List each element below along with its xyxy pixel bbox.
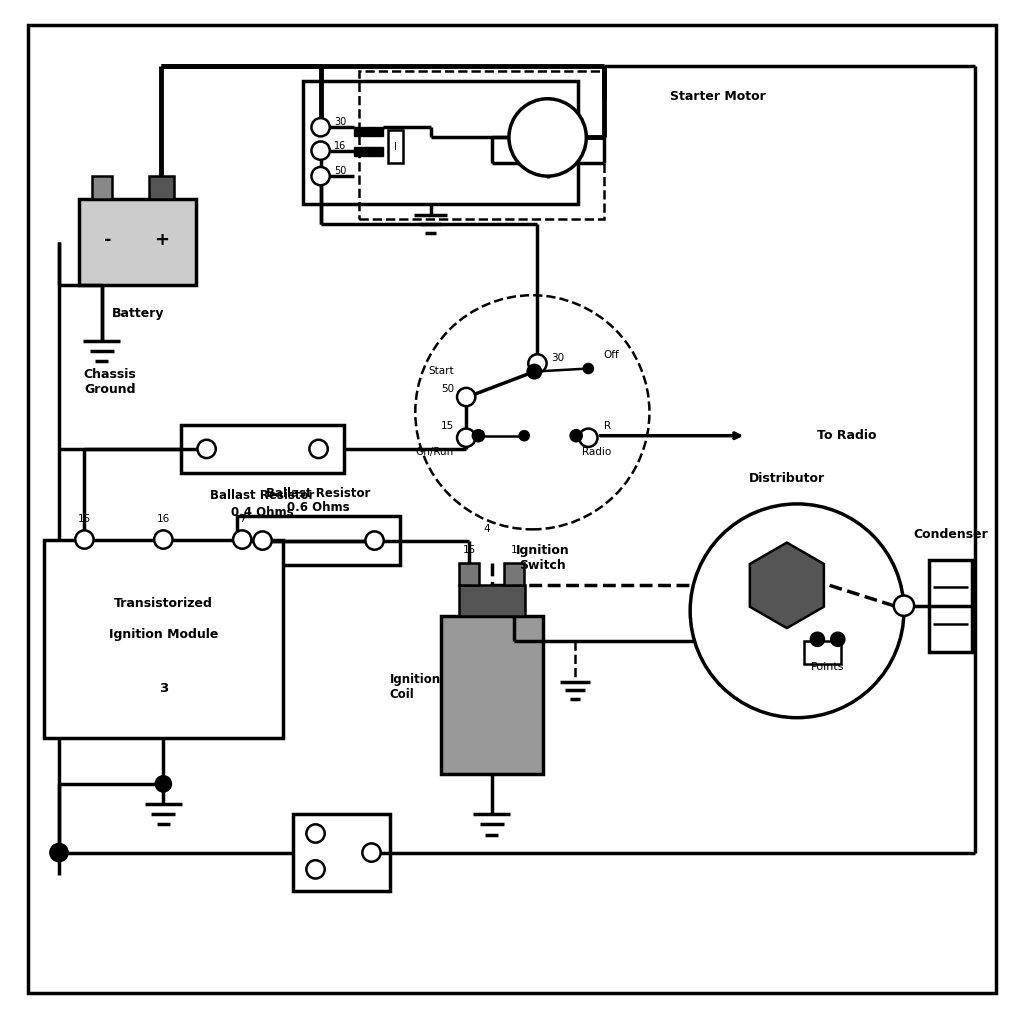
Circle shape: [311, 118, 330, 136]
Text: 50: 50: [334, 166, 346, 176]
Text: 15: 15: [78, 514, 91, 524]
Bar: [44, 540, 283, 738]
Circle shape: [894, 596, 914, 616]
Circle shape: [570, 430, 583, 442]
Circle shape: [253, 531, 271, 550]
Bar: [91, 176, 112, 199]
Text: 16: 16: [334, 140, 346, 151]
Circle shape: [527, 364, 542, 379]
Text: Off: Off: [603, 350, 620, 360]
Text: Ballast Resistor: Ballast Resistor: [210, 490, 314, 502]
Text: On/Run: On/Run: [416, 447, 454, 457]
Text: 1: 1: [511, 545, 517, 555]
Bar: [79, 199, 197, 285]
Text: R: R: [603, 420, 610, 431]
Text: Radio: Radio: [582, 447, 611, 457]
Circle shape: [509, 99, 587, 176]
Text: 50: 50: [441, 384, 454, 394]
Bar: [181, 425, 344, 473]
Circle shape: [366, 531, 384, 550]
Text: 16: 16: [157, 514, 170, 524]
Bar: [293, 814, 390, 891]
Circle shape: [309, 440, 328, 458]
Circle shape: [233, 530, 251, 549]
Circle shape: [472, 430, 484, 442]
Text: Transistorized: Transistorized: [114, 597, 213, 610]
Text: Distributor: Distributor: [749, 472, 825, 485]
Bar: [504, 563, 524, 585]
Bar: [238, 516, 400, 565]
Bar: [388, 130, 403, 163]
Bar: [148, 176, 174, 199]
Text: 15: 15: [440, 420, 454, 431]
Circle shape: [311, 142, 330, 160]
Text: Ballast Resistor: Ballast Resistor: [266, 488, 371, 500]
Circle shape: [519, 431, 529, 441]
Bar: [354, 127, 383, 136]
Circle shape: [362, 843, 381, 861]
Circle shape: [580, 429, 598, 447]
Circle shape: [830, 632, 845, 646]
Bar: [440, 616, 543, 774]
Text: Ignition Module: Ignition Module: [109, 628, 218, 641]
Circle shape: [156, 776, 171, 792]
Polygon shape: [750, 543, 824, 628]
Text: Battery: Battery: [112, 307, 164, 320]
Bar: [354, 147, 383, 156]
Text: -: -: [104, 231, 112, 249]
Text: Points: Points: [811, 662, 845, 672]
Bar: [459, 563, 479, 585]
Bar: [303, 81, 579, 204]
Circle shape: [306, 860, 325, 879]
Text: 0.4 Ohms: 0.4 Ohms: [231, 506, 294, 518]
Text: Chassis
Ground: Chassis Ground: [84, 367, 136, 396]
Bar: [459, 585, 524, 616]
Text: Condenser: Condenser: [913, 528, 988, 541]
Text: Ignition
Switch: Ignition Switch: [516, 544, 569, 572]
Text: 30: 30: [334, 117, 346, 127]
Circle shape: [198, 440, 216, 458]
Circle shape: [457, 429, 475, 447]
Circle shape: [527, 364, 542, 379]
Circle shape: [690, 504, 904, 718]
Bar: [359, 71, 603, 219]
Text: 7: 7: [239, 514, 246, 524]
Text: 3: 3: [159, 682, 168, 695]
Text: To Radio: To Radio: [817, 430, 877, 442]
Text: 4: 4: [483, 524, 489, 534]
Circle shape: [76, 530, 93, 549]
Text: 30: 30: [551, 353, 564, 363]
Circle shape: [457, 388, 475, 406]
Text: I: I: [394, 142, 397, 152]
Text: Starter Motor: Starter Motor: [670, 91, 766, 103]
Bar: [930, 560, 972, 652]
Circle shape: [50, 843, 69, 861]
Circle shape: [155, 530, 172, 549]
Circle shape: [584, 363, 594, 374]
Text: +: +: [155, 231, 169, 249]
Circle shape: [311, 167, 330, 185]
Text: 0.6 Ohms: 0.6 Ohms: [288, 502, 350, 514]
Text: Start: Start: [428, 365, 454, 376]
Circle shape: [306, 825, 325, 843]
Text: Ignition
Coil: Ignition Coil: [390, 673, 441, 701]
Circle shape: [528, 354, 547, 373]
Bar: [804, 641, 841, 664]
Text: 15: 15: [463, 545, 476, 555]
Circle shape: [810, 632, 824, 646]
